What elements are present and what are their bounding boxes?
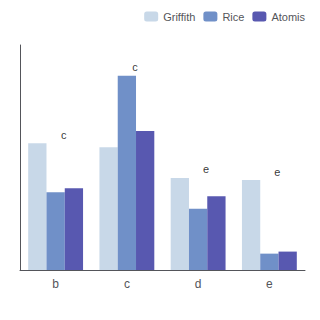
svg-text:Rice: Rice bbox=[222, 11, 244, 23]
svg-text:d: d bbox=[195, 277, 202, 291]
svg-text:e: e bbox=[274, 166, 280, 178]
svg-text:b: b bbox=[52, 277, 59, 291]
svg-text:c: c bbox=[61, 129, 67, 141]
svg-text:e: e bbox=[203, 163, 209, 175]
svg-text:c: c bbox=[124, 277, 130, 291]
svg-text:Atomis: Atomis bbox=[271, 11, 305, 23]
svg-text:Griffith: Griffith bbox=[163, 11, 195, 23]
svg-text:e: e bbox=[266, 277, 273, 291]
svg-text:c: c bbox=[132, 61, 138, 73]
